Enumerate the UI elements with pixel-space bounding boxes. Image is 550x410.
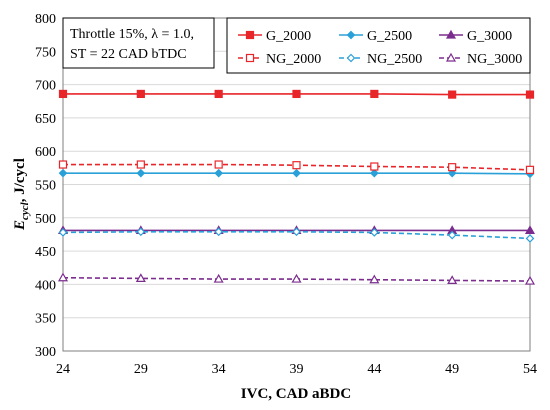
data-point [447,275,458,285]
legend-frame [226,17,531,74]
series-ng-3000 [57,272,536,285]
y-tick-label: 400 [35,278,56,293]
data-point [136,168,146,178]
series-group [57,89,536,285]
data-point [58,89,68,99]
x-tick-label: 49 [445,362,459,377]
annotation-line-1: Throttle 15%, λ = 1.0, [70,27,194,42]
data-point [214,168,224,178]
legend-marker [445,52,457,62]
y-tick-label: 650 [35,112,56,127]
legend-entry: G_2000 [238,29,311,44]
data-point [58,160,68,169]
annotation-box: Throttle 15%, λ = 1.0, ST = 22 CAD bTDC [62,17,215,69]
data-point [370,89,379,99]
y-tick-label: 300 [35,345,56,360]
data-point [447,168,457,178]
y-tick-labels: 300 350 400 450 500 550 600 650 700 750 800 [35,12,56,360]
annotation-frame [62,17,215,69]
legend-entry: NG_2000 [238,52,321,67]
x-tick-label: 24 [56,362,70,377]
legend-entry: G_2500 [339,29,412,44]
y-axis-title-sub: cycl [19,201,31,220]
y-axis-title-rest: , J/cycl [12,158,28,202]
x-tick-label: 39 [290,362,304,377]
data-point [136,227,146,237]
x-axis-title: IVC, CAD aBDC [241,386,351,402]
series-ng-2000 [58,160,535,174]
data-point [524,225,536,235]
legend-label: G_2500 [367,29,412,44]
legend-label: G_2000 [266,29,311,44]
x-tick-label: 34 [212,362,226,377]
legend-marker [245,53,255,63]
data-point [291,273,302,283]
data-point [369,228,379,237]
data-point [292,168,301,178]
y-tick-label: 500 [35,212,56,227]
data-point [136,89,145,99]
data-point [525,165,535,174]
series-g-2000 [58,89,535,99]
data-point [370,162,379,171]
legend-label: G_3000 [467,29,512,44]
data-point [525,234,535,243]
y-tick-label: 350 [35,312,56,327]
legend-label: NG_2000 [266,52,321,67]
data-point [292,161,301,170]
data-point [369,274,380,284]
legend-label: NG_3000 [467,52,522,67]
x-tick-label: 54 [523,362,537,377]
y-tick-label: 750 [35,45,56,60]
data-point [58,228,68,237]
data-point [214,227,224,237]
data-point [448,163,457,172]
data-point [292,227,301,237]
data-point [369,168,379,178]
y-tick-label: 600 [35,145,56,160]
legend-entry: NG_2500 [339,52,422,67]
x-tick-label: 29 [134,362,148,377]
legend-entry: NG_3000 [439,52,522,67]
legend: G_2000 G_2500 G_3000 NG_2000 NG_2500 NG_3000 [226,17,531,74]
x-tick-labels: 24 29 34 39 44 49 54 [56,362,537,377]
data-point [214,160,223,169]
legend-entry: G_3000 [439,29,512,44]
annotation-line-2: ST = 22 CAD bTDC [70,47,187,62]
data-point [214,89,223,99]
series-ng-2500 [58,227,535,243]
data-point [135,273,146,283]
data-point [448,90,457,99]
legend-marker [346,53,356,63]
y-tick-label: 550 [35,179,56,194]
data-point [447,230,457,240]
y-tick-label: 450 [35,245,56,260]
legend-marker [346,30,356,40]
data-point [58,168,68,178]
x-tick-label: 44 [367,362,381,377]
data-point [525,90,535,99]
data-point [292,89,301,99]
data-point [213,273,224,283]
y-axis-title-main: E [12,220,28,231]
legend-marker [245,30,255,40]
data-point [136,160,145,169]
y-tick-label: 700 [35,79,56,94]
y-axis-title: Ecycl, J/cycl [12,158,31,231]
data-point [524,275,536,285]
y-tick-label: 800 [35,12,56,27]
legend-label: NG_2500 [367,52,422,67]
legend-marker [445,29,457,39]
data-point [57,272,69,282]
